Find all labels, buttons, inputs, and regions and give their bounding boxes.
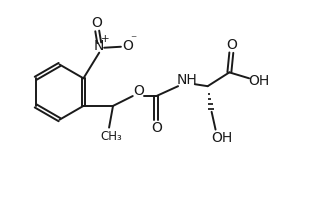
- Text: O: O: [133, 84, 144, 98]
- Text: +: +: [101, 34, 110, 44]
- Text: O: O: [122, 39, 133, 53]
- Text: O: O: [91, 16, 102, 30]
- Text: ⁻: ⁻: [131, 33, 137, 46]
- Text: OH: OH: [248, 74, 270, 88]
- Text: O: O: [226, 38, 237, 52]
- Text: N: N: [94, 39, 105, 53]
- Text: CH₃: CH₃: [100, 130, 122, 143]
- Text: O: O: [151, 121, 162, 135]
- Text: OH: OH: [211, 131, 232, 146]
- Text: NH: NH: [177, 73, 197, 87]
